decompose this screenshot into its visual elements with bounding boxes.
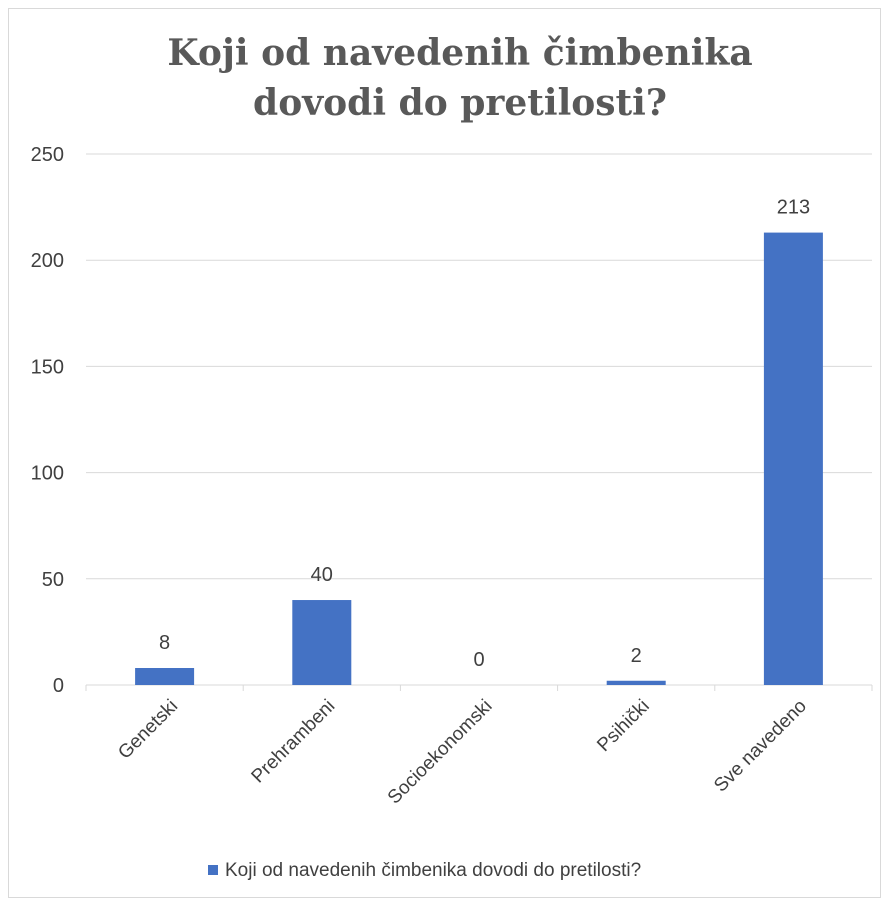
y-tick-label: 150	[31, 356, 64, 378]
y-tick-label: 200	[31, 250, 64, 272]
bar	[135, 668, 195, 685]
bar	[292, 600, 352, 685]
x-tick-label: Sve navedeno	[710, 696, 811, 797]
data-label: 2	[631, 645, 642, 667]
chart-title: Koji od navedenih čimbenika dovodi do pr…	[167, 32, 753, 124]
legend-swatch	[208, 865, 218, 875]
y-tick-label: 250	[31, 144, 64, 166]
legend-label: Koji od navedenih čimbenika dovodi do pr…	[225, 860, 641, 881]
x-tick-label: Prehrambeni	[248, 696, 340, 788]
data-label: 213	[777, 197, 810, 219]
x-tick-label: Genetski	[114, 696, 182, 764]
bar	[606, 680, 666, 685]
x-tick-label: Socioekonomski	[384, 696, 497, 809]
y-tick-label: 100	[31, 463, 64, 485]
chart-area	[8, 8, 881, 898]
data-label: 0	[473, 649, 484, 671]
x-tick-label: Psihički	[593, 696, 653, 756]
data-label: 40	[311, 564, 333, 586]
data-label: 8	[159, 632, 170, 654]
y-tick-label: 0	[53, 675, 64, 697]
y-tick-label: 50	[42, 569, 64, 591]
bar	[763, 232, 823, 685]
